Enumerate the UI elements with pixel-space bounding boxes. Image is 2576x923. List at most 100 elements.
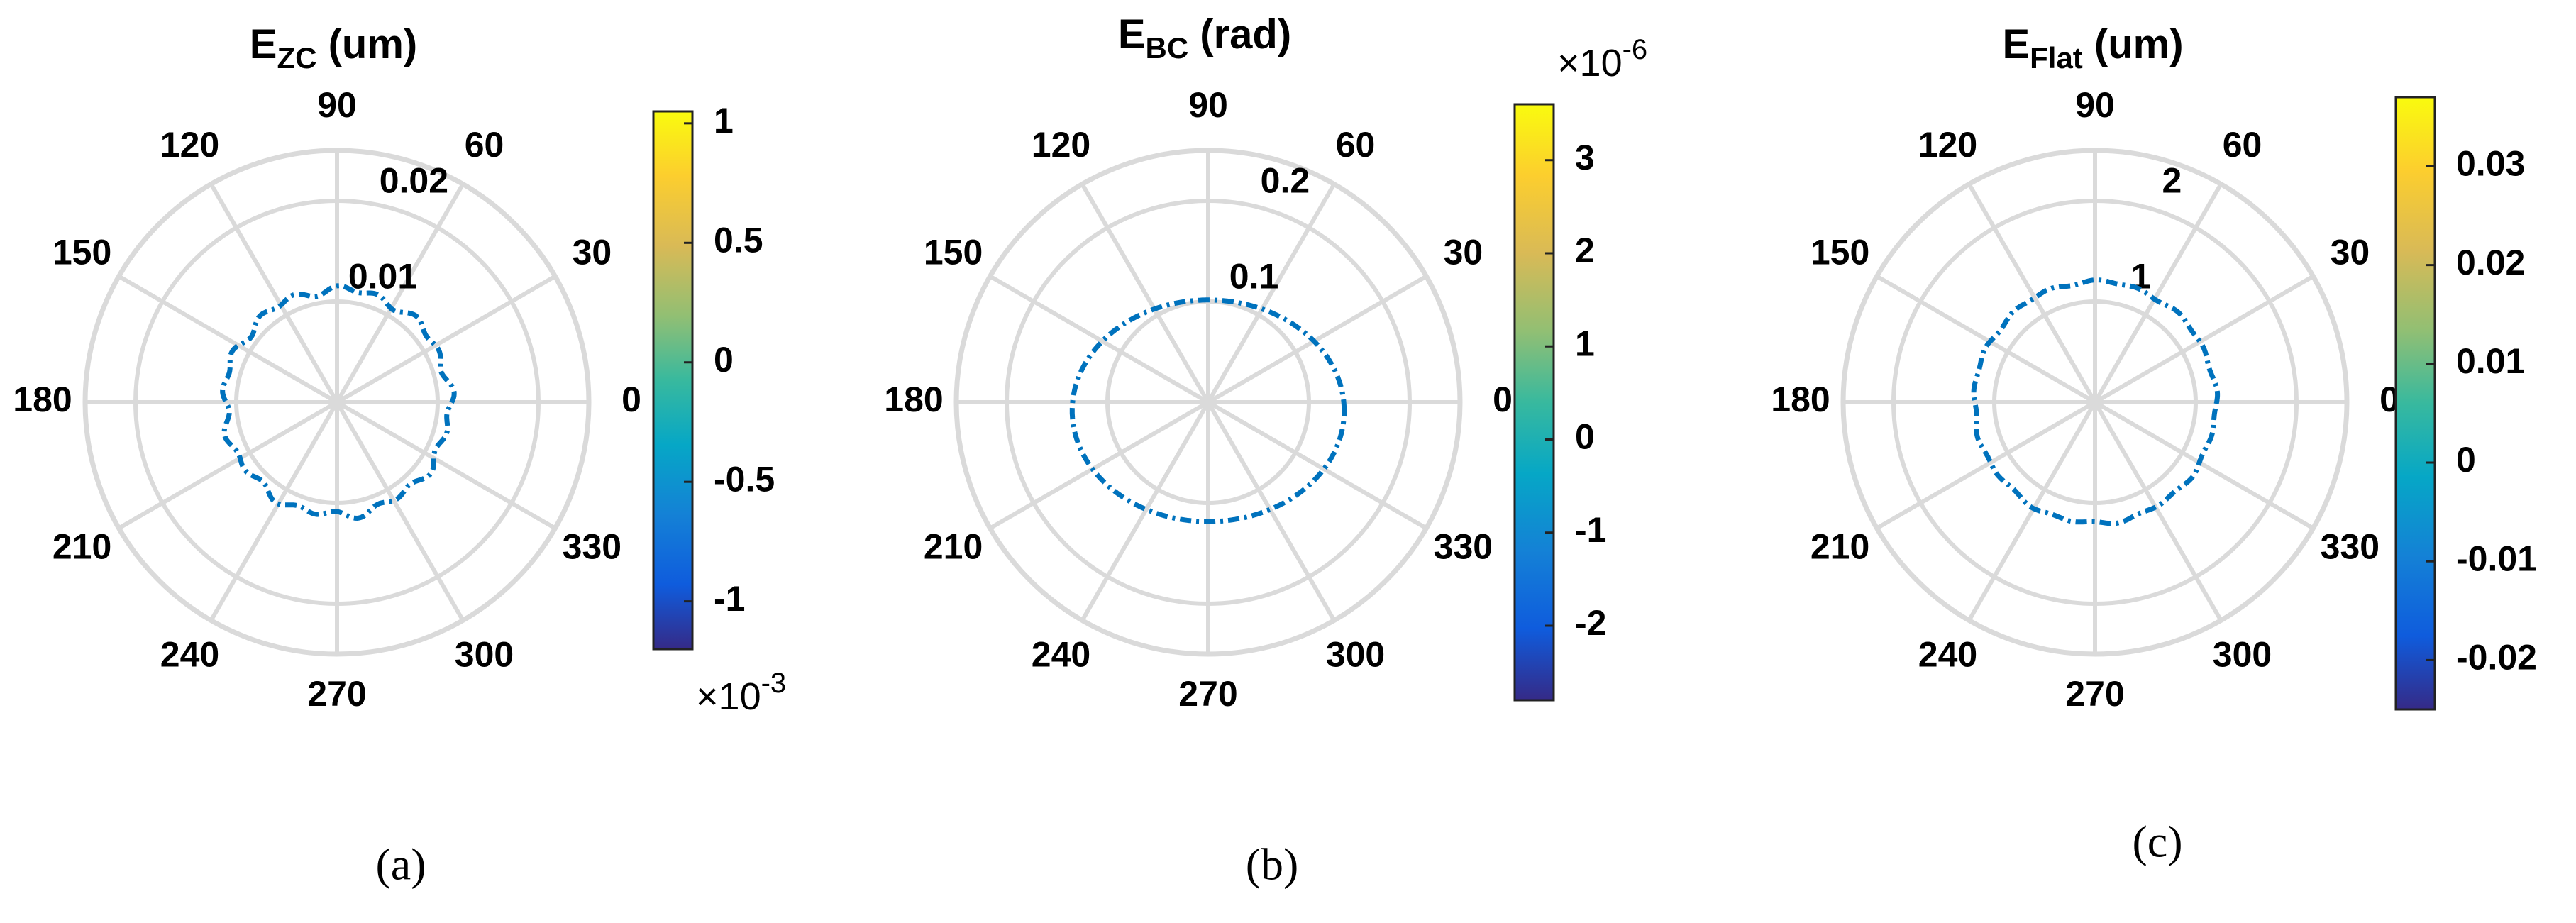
radial-tick-label: 1 [2131, 257, 2151, 297]
panel-title: EFlat (um) [2002, 21, 2183, 74]
angle-tick-label: 180 [13, 380, 72, 419]
polar-panel-a: 0 30 60 90 120 150 180 210 240 270 300 330 0.01 0.02 E… [13, 21, 786, 890]
data-curve [1069, 297, 1347, 524]
panel-caption: (c) [2132, 817, 2182, 867]
angle-tick-label: 180 [884, 380, 943, 419]
colorbar-tick-label: -2 [1575, 603, 1606, 643]
polar-spoke [1876, 400, 2096, 531]
data-curve [1971, 277, 2221, 526]
polar-spoke [336, 400, 556, 531]
polar-spoke [1080, 183, 1210, 404]
angle-tick-label: 60 [2223, 125, 2262, 165]
colorbar-tick-label: -0.02 [2456, 638, 2537, 678]
angle-tick-label: 90 [2075, 85, 2115, 125]
polar-spoke [1206, 183, 1337, 404]
colorbar [652, 110, 694, 651]
colorbar-tick-label: -0.01 [2456, 538, 2537, 578]
angle-tick-label: 300 [1326, 635, 1385, 675]
colorbar-tick-label: 0 [1575, 417, 1595, 457]
polar-spoke [1206, 401, 1337, 621]
angle-tick-label: 210 [52, 527, 111, 567]
panel-caption: (b) [1246, 839, 1299, 890]
angle-tick-label: 330 [2321, 527, 2379, 567]
angle-tick-label: 330 [1434, 527, 1493, 567]
polar-spoke [209, 401, 339, 621]
angle-tick-label: 240 [160, 635, 219, 675]
colorbar-tick-label: 2 [1575, 231, 1595, 270]
angle-tick-label: 150 [1811, 233, 1869, 272]
angle-tick-label: 270 [307, 674, 366, 714]
angle-tick-label: 30 [573, 233, 612, 272]
data-curve [220, 283, 457, 521]
angle-tick-label: 150 [52, 233, 111, 272]
colorbar-tick-label: 3 [1575, 138, 1595, 177]
colorbar [2394, 96, 2436, 711]
colorbar-tick-label: 1 [714, 101, 734, 140]
polar-spoke [2094, 274, 2314, 404]
angle-tick-label: 120 [1032, 125, 1090, 165]
colorbar-tick-label: 1 [1575, 324, 1595, 363]
colorbar-tick-label: 0 [2456, 440, 2476, 480]
polar-spoke [335, 183, 465, 404]
radial-tick-label: 2 [2162, 160, 2182, 200]
polar-spoke [209, 183, 339, 404]
angle-tick-label: 60 [1336, 125, 1376, 165]
angle-tick-label: 300 [455, 635, 514, 675]
angle-tick-label: 210 [924, 527, 983, 567]
polar-spoke [989, 274, 1210, 404]
polar-spoke [1967, 401, 2097, 621]
colorbar-tick-label: -1 [714, 579, 745, 619]
colorbar-tick-label: 0.5 [714, 220, 763, 260]
polar-spoke [2093, 183, 2223, 404]
polar-spoke [335, 401, 465, 621]
polar-panel-c: 0 30 60 90 120 150 180 210 240 270 300 330 1 2 EFlat (… [1771, 21, 2537, 867]
angle-tick-label: 210 [1811, 527, 1869, 567]
angle-tick-label: 240 [1032, 635, 1090, 675]
colorbar-tick-label: 0.01 [2456, 341, 2525, 381]
panel-title: EBC (rad) [1118, 11, 1291, 65]
angle-tick-label: 330 [563, 527, 621, 567]
angle-tick-label: 0 [621, 380, 641, 419]
polar-spoke [989, 400, 1210, 531]
angle-tick-label: 30 [1444, 233, 1483, 272]
panel-caption: (a) [375, 839, 426, 890]
radial-tick-label: 0.01 [348, 257, 417, 297]
radial-tick-label: 0.02 [380, 160, 448, 200]
radial-tick-label: 0.2 [1261, 160, 1310, 200]
radial-tick-label: 0.1 [1229, 257, 1279, 297]
polar-spoke [1080, 401, 1210, 621]
colorbar-exponent: ×10-3 [696, 668, 786, 718]
colorbar-exponent: ×10-6 [1557, 34, 1647, 84]
angle-tick-label: 240 [1918, 635, 1977, 675]
angle-tick-label: 180 [1771, 380, 1830, 419]
angle-tick-label: 120 [160, 125, 219, 165]
polar-panel-b: 03060901201501802102402703003300.10.2EBC… [884, 11, 1647, 890]
angle-tick-label: 90 [317, 85, 357, 125]
angle-tick-label: 30 [2331, 233, 2370, 272]
polar-spoke [1207, 400, 1427, 531]
polar-spoke [118, 274, 338, 404]
angle-tick-label: 270 [1178, 674, 1237, 714]
angle-tick-label: 60 [465, 125, 504, 165]
angle-tick-label: 270 [2065, 674, 2124, 714]
polar-spoke [1967, 183, 2097, 404]
colorbar-tick-label: -1 [1575, 510, 1606, 550]
polar-spoke [1876, 274, 2096, 404]
polar-spoke [118, 400, 338, 531]
colorbar-tick-label: 0.03 [2456, 144, 2525, 184]
angle-tick-label: 0 [1493, 380, 1513, 419]
colorbar-tick-label: 0.02 [2456, 243, 2525, 282]
colorbar-tick-label: 0 [714, 340, 734, 380]
panel-title: EZC (um) [250, 21, 417, 74]
angle-tick-label: 90 [1188, 85, 1228, 125]
polar-spoke [1207, 274, 1427, 404]
colorbar [1513, 103, 1555, 702]
polar-spoke [336, 274, 556, 404]
colorbar-tick-label: -0.5 [714, 459, 775, 499]
polar-spoke [2094, 400, 2314, 531]
polar-spoke [2093, 401, 2223, 621]
angle-tick-label: 300 [2213, 635, 2272, 675]
angle-tick-label: 150 [924, 233, 983, 272]
angle-tick-label: 120 [1918, 125, 1977, 165]
